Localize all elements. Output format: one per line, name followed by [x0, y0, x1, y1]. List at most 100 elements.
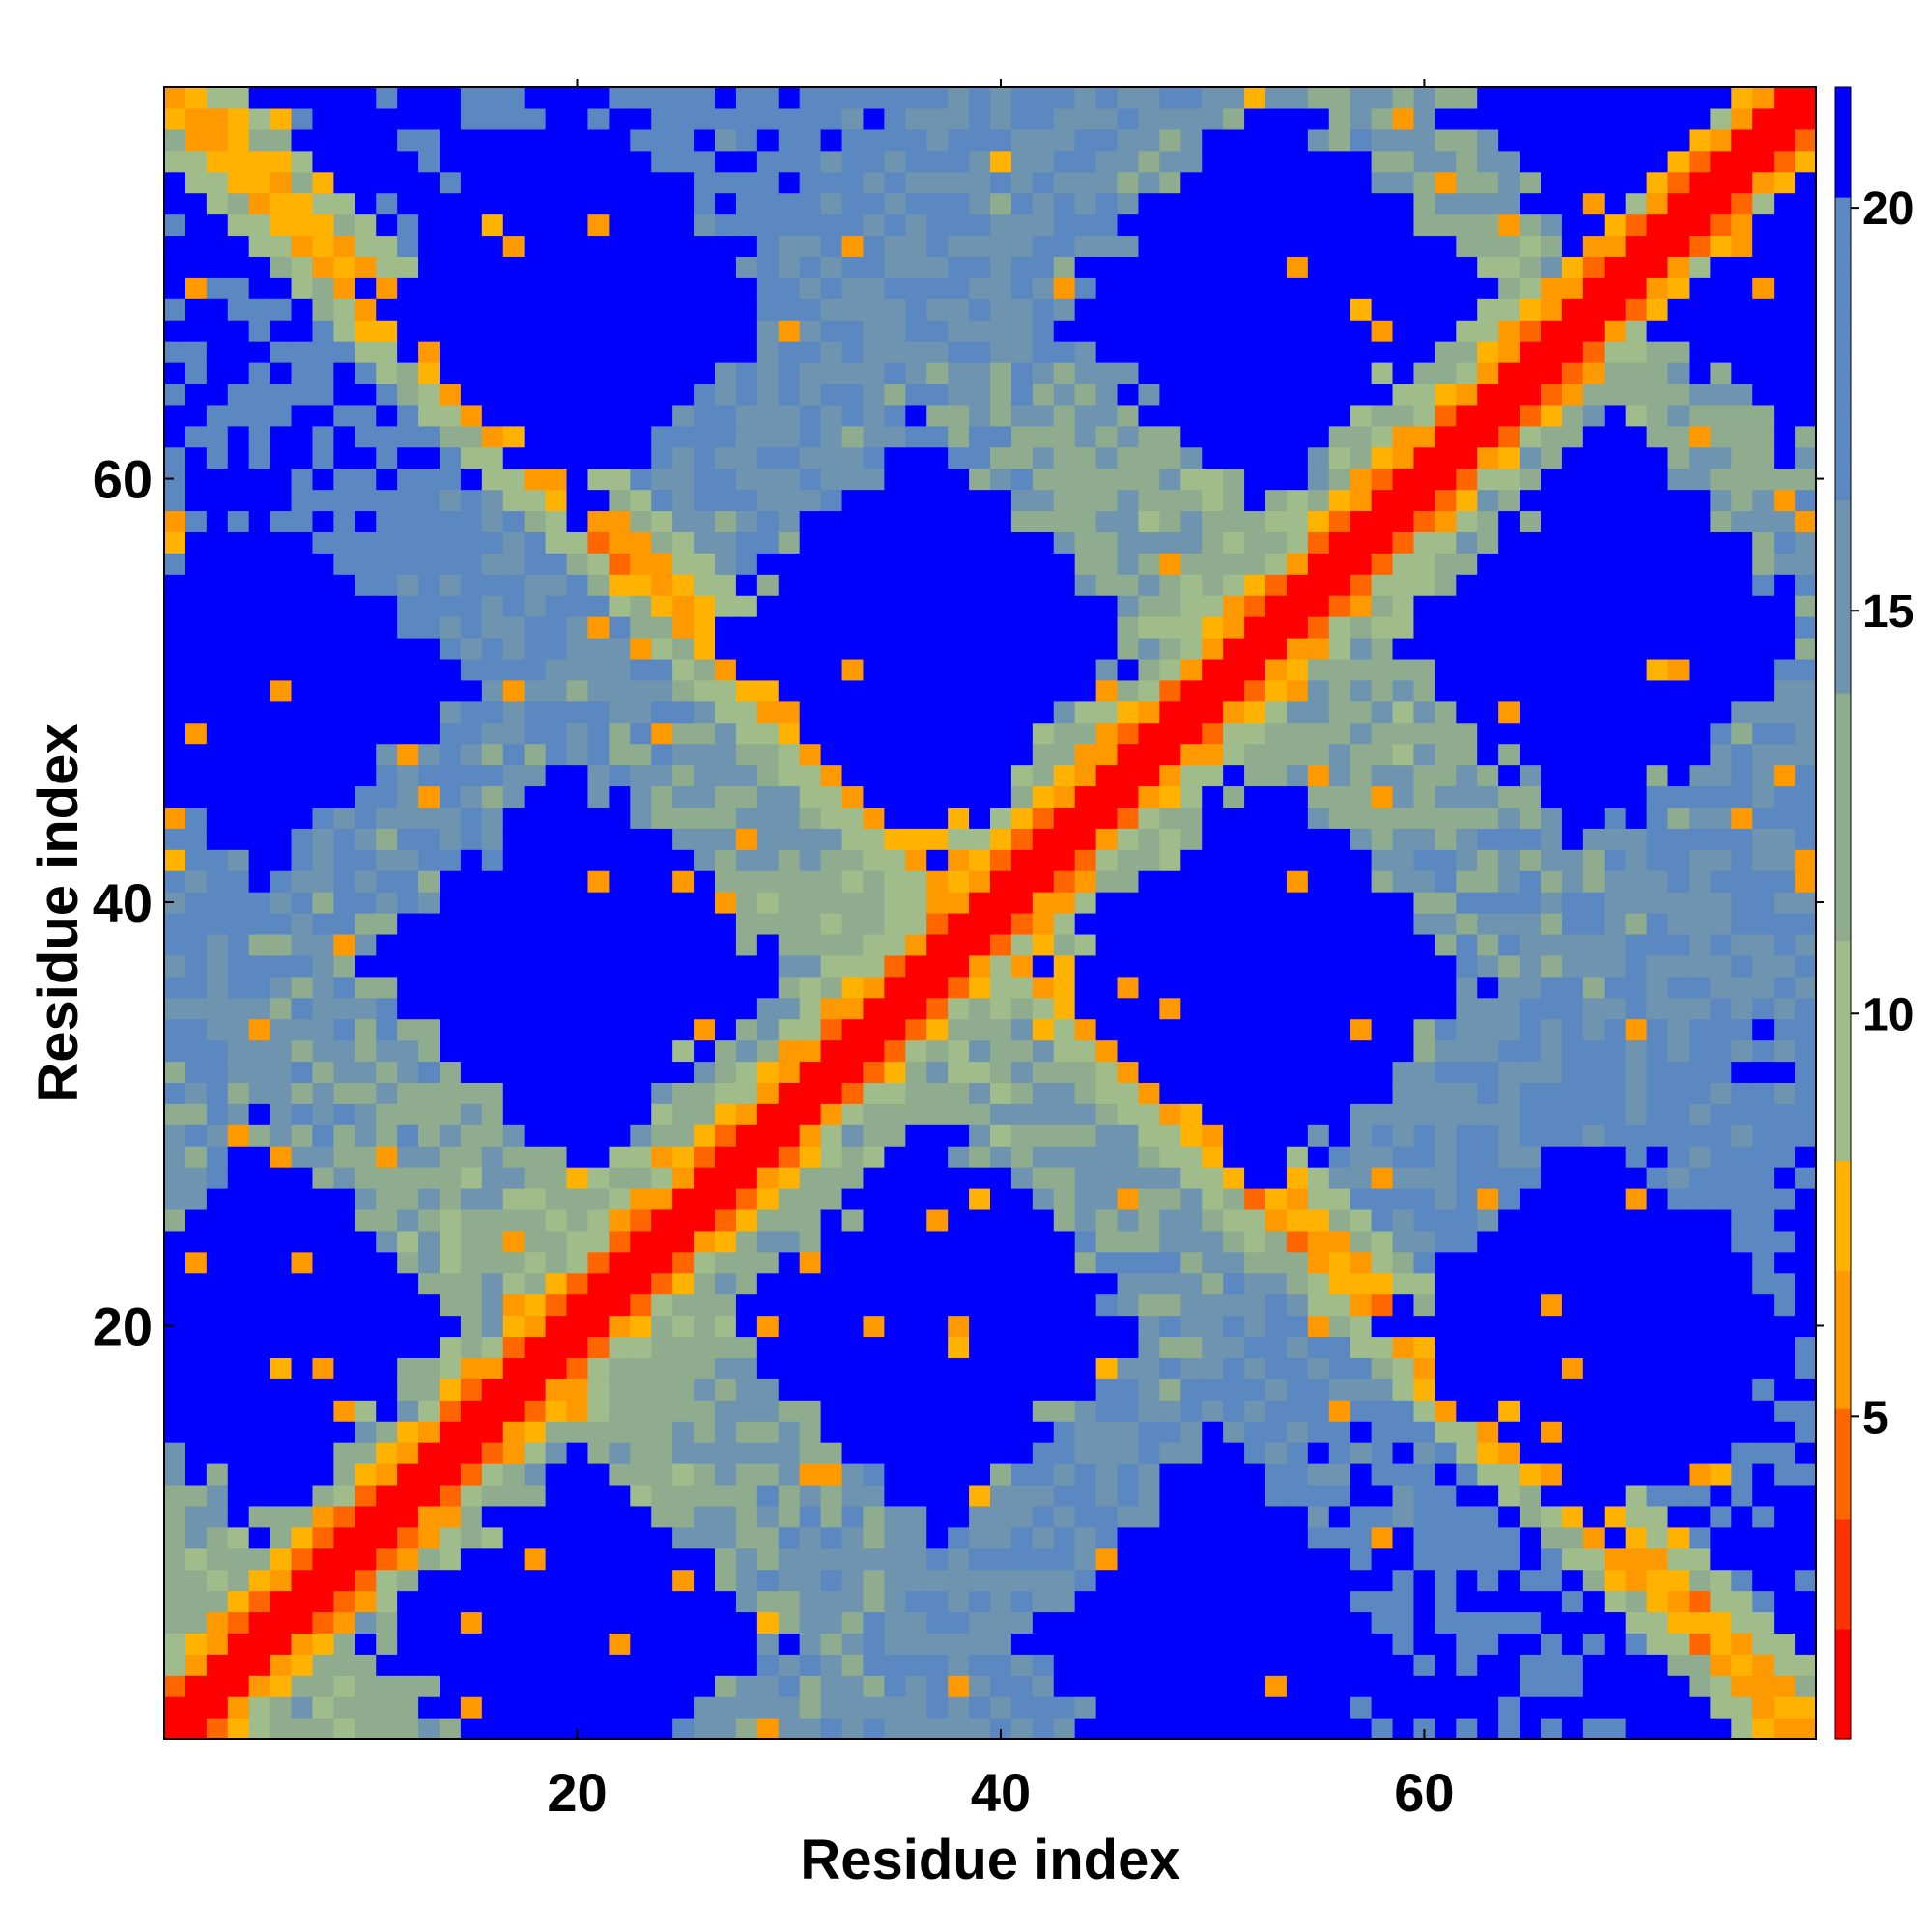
heatmap-cell	[270, 1548, 293, 1571]
heatmap-cell	[1223, 1124, 1245, 1147]
heatmap-cell	[460, 1633, 483, 1655]
heatmap-cell	[735, 107, 758, 130]
heatmap-cell	[1159, 1146, 1181, 1168]
heatmap-cell	[1095, 128, 1119, 152]
heatmap-cell	[948, 171, 970, 194]
heatmap-cell	[778, 1146, 801, 1168]
heatmap-cell	[820, 87, 843, 109]
heatmap-cell	[948, 1103, 970, 1125]
heatmap-cell	[1328, 446, 1351, 469]
heatmap-cell	[778, 849, 801, 871]
heatmap-cell	[248, 892, 271, 914]
heatmap-cell	[1371, 595, 1394, 617]
heatmap-cell	[905, 1442, 927, 1464]
heatmap-cell	[948, 468, 970, 491]
heatmap-cell	[1032, 976, 1055, 999]
heatmap-cell	[1498, 1039, 1520, 1063]
heatmap-cell	[545, 1696, 568, 1719]
heatmap-cell	[884, 1442, 906, 1464]
heatmap-cell	[694, 1696, 716, 1719]
heatmap-cell	[905, 574, 927, 596]
heatmap-cell	[1307, 1654, 1330, 1676]
heatmap-cell	[609, 1590, 631, 1613]
heatmap-cell	[291, 1208, 314, 1232]
heatmap-cell	[756, 1378, 780, 1401]
heatmap-cell	[227, 679, 250, 702]
heatmap-cell	[799, 658, 822, 681]
heatmap-cell	[1117, 1696, 1140, 1719]
heatmap-cell	[841, 425, 865, 448]
heatmap-cell	[397, 1378, 419, 1401]
heatmap-cell	[841, 1696, 865, 1719]
heatmap-cell	[756, 828, 780, 850]
heatmap-cell	[1307, 1463, 1330, 1486]
heatmap-cell	[884, 213, 906, 237]
heatmap-cell	[778, 807, 801, 829]
heatmap-cell	[1159, 150, 1181, 173]
heatmap-cell	[376, 1018, 398, 1041]
heatmap-cell	[333, 383, 355, 406]
heatmap-cell	[1202, 616, 1224, 639]
heatmap-cell	[270, 1251, 293, 1274]
heatmap-cell	[397, 574, 419, 596]
heatmap-cell	[355, 1251, 377, 1274]
heatmap-cell	[1053, 892, 1076, 914]
heatmap-cell	[1244, 87, 1266, 109]
heatmap-cell	[1202, 341, 1224, 363]
heatmap-cell	[756, 722, 780, 745]
heatmap-cell	[1392, 1505, 1415, 1528]
heatmap-cell	[1413, 1548, 1435, 1571]
heatmap-cell	[1435, 722, 1457, 745]
heatmap-cell	[1286, 1654, 1309, 1676]
heatmap-cell	[1307, 870, 1330, 893]
heatmap-cell	[863, 1188, 885, 1210]
heatmap-cell	[1371, 1633, 1394, 1655]
heatmap-cell	[884, 764, 906, 787]
heatmap-cell	[545, 1675, 568, 1697]
heatmap-cell	[587, 870, 610, 893]
heatmap-cell	[651, 1442, 673, 1464]
heatmap-cell	[164, 1378, 186, 1401]
heatmap-cell	[185, 1611, 208, 1634]
heatmap-cell	[1328, 256, 1351, 278]
heatmap-cell	[227, 1124, 250, 1147]
heatmap-cell	[630, 1718, 652, 1740]
heatmap-cell	[672, 1590, 695, 1613]
heatmap-cell	[884, 1696, 906, 1719]
heatmap-cell	[841, 892, 865, 914]
heatmap-cell	[355, 1718, 377, 1740]
heatmap-cell	[481, 595, 504, 617]
heatmap-cell	[333, 679, 355, 702]
heatmap-cell	[1371, 171, 1394, 194]
heatmap-cell	[1032, 1293, 1055, 1317]
heatmap-cell	[672, 1315, 695, 1338]
heatmap-cell	[651, 1293, 673, 1317]
heatmap-cell	[1456, 341, 1478, 363]
heatmap-cell	[1371, 256, 1394, 278]
heatmap-cell	[905, 362, 927, 384]
heatmap-cell	[672, 870, 695, 893]
heatmap-cell	[460, 1675, 483, 1697]
heatmap-cell	[460, 954, 483, 978]
heatmap-cell	[672, 531, 695, 554]
heatmap-cell	[355, 997, 377, 1020]
heatmap-cell	[715, 1208, 737, 1232]
heatmap-cell	[694, 1208, 716, 1232]
heatmap-cell	[651, 679, 673, 702]
heatmap-cell	[545, 87, 568, 109]
heatmap-cell	[756, 510, 780, 532]
heatmap-cell	[1117, 849, 1140, 871]
heatmap-cell	[1010, 362, 1034, 384]
heatmap-cell	[1074, 849, 1097, 871]
heatmap-cell	[630, 1526, 652, 1549]
heatmap-cell	[884, 1061, 906, 1083]
heatmap-cell	[524, 1505, 547, 1528]
heatmap-cell	[884, 1293, 906, 1317]
heatmap-cell	[778, 1061, 801, 1083]
heatmap-cell	[397, 1526, 419, 1549]
heatmap-cell	[926, 128, 949, 152]
heatmap-cell	[1265, 638, 1288, 660]
heatmap-cell	[1117, 1675, 1140, 1697]
heatmap-cell	[1392, 1696, 1415, 1719]
heatmap-cell	[1095, 1484, 1119, 1507]
